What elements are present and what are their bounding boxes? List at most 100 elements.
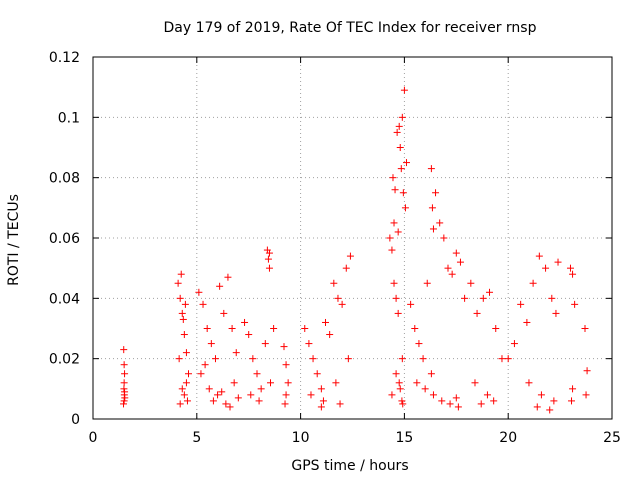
data-point <box>313 370 321 378</box>
data-point <box>207 340 215 348</box>
data-point <box>284 379 292 387</box>
data-point <box>120 397 128 405</box>
data-point <box>397 165 405 173</box>
data-point <box>401 204 409 212</box>
data-point <box>203 325 211 332</box>
data-point <box>400 86 408 94</box>
data-point <box>266 379 274 387</box>
data-point <box>201 361 209 369</box>
data-point <box>504 355 512 363</box>
data-point <box>483 391 491 399</box>
data-point <box>411 325 419 332</box>
data-point <box>535 252 543 260</box>
data-point <box>471 379 479 387</box>
grid-layer <box>93 57 612 419</box>
data-point <box>182 349 190 357</box>
data-point <box>176 400 184 408</box>
data-point <box>394 309 402 317</box>
data-point <box>525 379 533 387</box>
data-point <box>490 397 498 405</box>
y-tick-label: 0.1 <box>58 110 80 126</box>
data-point <box>175 355 183 363</box>
data-point <box>523 318 531 326</box>
data-point <box>421 385 429 393</box>
data-point <box>174 279 182 287</box>
data-point <box>178 385 186 393</box>
data-point <box>121 388 129 396</box>
data-point <box>121 394 129 402</box>
data-point <box>179 315 187 323</box>
data-point <box>552 309 560 317</box>
data-point <box>571 300 579 308</box>
data-point <box>317 403 325 411</box>
y-tick-label: 0.08 <box>49 171 80 187</box>
data-point <box>322 318 330 326</box>
data-point <box>407 300 415 308</box>
data-point <box>317 385 325 393</box>
data-point <box>307 391 315 399</box>
x-axis-label: GPS time / hours <box>291 458 408 474</box>
data-point <box>529 279 537 287</box>
data-point <box>183 397 191 405</box>
data-point <box>427 370 435 378</box>
data-point <box>473 309 481 317</box>
tick-layer: 0 5 10 15 20 25 0 0.02 0.04 0.06 0.08 0.1 0.12 <box>49 50 621 446</box>
data-point <box>218 388 226 396</box>
data-point <box>232 349 240 357</box>
data-point <box>399 189 407 197</box>
y-tick-label: 0.04 <box>49 291 80 307</box>
data-point <box>402 159 410 167</box>
data-point <box>195 288 203 296</box>
data-point <box>423 279 431 287</box>
data-point <box>257 385 265 393</box>
data-point <box>121 370 129 378</box>
data-point <box>415 340 423 348</box>
data-point <box>390 219 398 227</box>
data-point <box>566 264 574 272</box>
data-point <box>309 355 317 363</box>
data-point <box>498 355 506 363</box>
data-point <box>255 397 263 405</box>
data-point <box>398 397 406 405</box>
data-point <box>477 400 485 408</box>
data-point <box>399 400 407 408</box>
data-point <box>281 400 289 408</box>
data-point <box>330 279 338 287</box>
data-point <box>220 309 228 317</box>
y-tick-label: 0.12 <box>49 50 80 66</box>
data-point <box>568 397 576 405</box>
data-points <box>120 86 591 414</box>
data-point <box>120 346 128 354</box>
data-point <box>241 318 249 326</box>
data-point <box>226 403 234 411</box>
data-point <box>550 397 558 405</box>
data-point <box>581 325 589 332</box>
data-point <box>492 325 500 332</box>
data-point <box>205 385 213 393</box>
chart-title: Day 179 of 2019, Rate Of TEC Index for r… <box>164 20 537 36</box>
data-point <box>197 370 205 378</box>
data-point <box>429 225 437 233</box>
y-tick-label: 0 <box>71 412 80 428</box>
data-point <box>234 394 242 402</box>
data-point <box>389 174 397 182</box>
data-point <box>537 391 545 399</box>
data-point <box>394 228 402 236</box>
data-point <box>546 406 554 414</box>
x-tick-label: 15 <box>395 430 413 446</box>
data-point <box>396 385 404 393</box>
plot-frame <box>92 56 613 420</box>
data-point <box>264 255 272 263</box>
data-point <box>413 379 421 387</box>
data-point <box>344 355 352 363</box>
data-point <box>334 294 342 302</box>
data-point <box>392 294 400 302</box>
data-point <box>338 300 346 308</box>
data-point <box>336 400 344 408</box>
data-point <box>120 400 128 408</box>
data-point <box>419 355 427 363</box>
data-point <box>326 331 334 339</box>
data-point <box>510 340 518 348</box>
data-point <box>392 370 400 378</box>
